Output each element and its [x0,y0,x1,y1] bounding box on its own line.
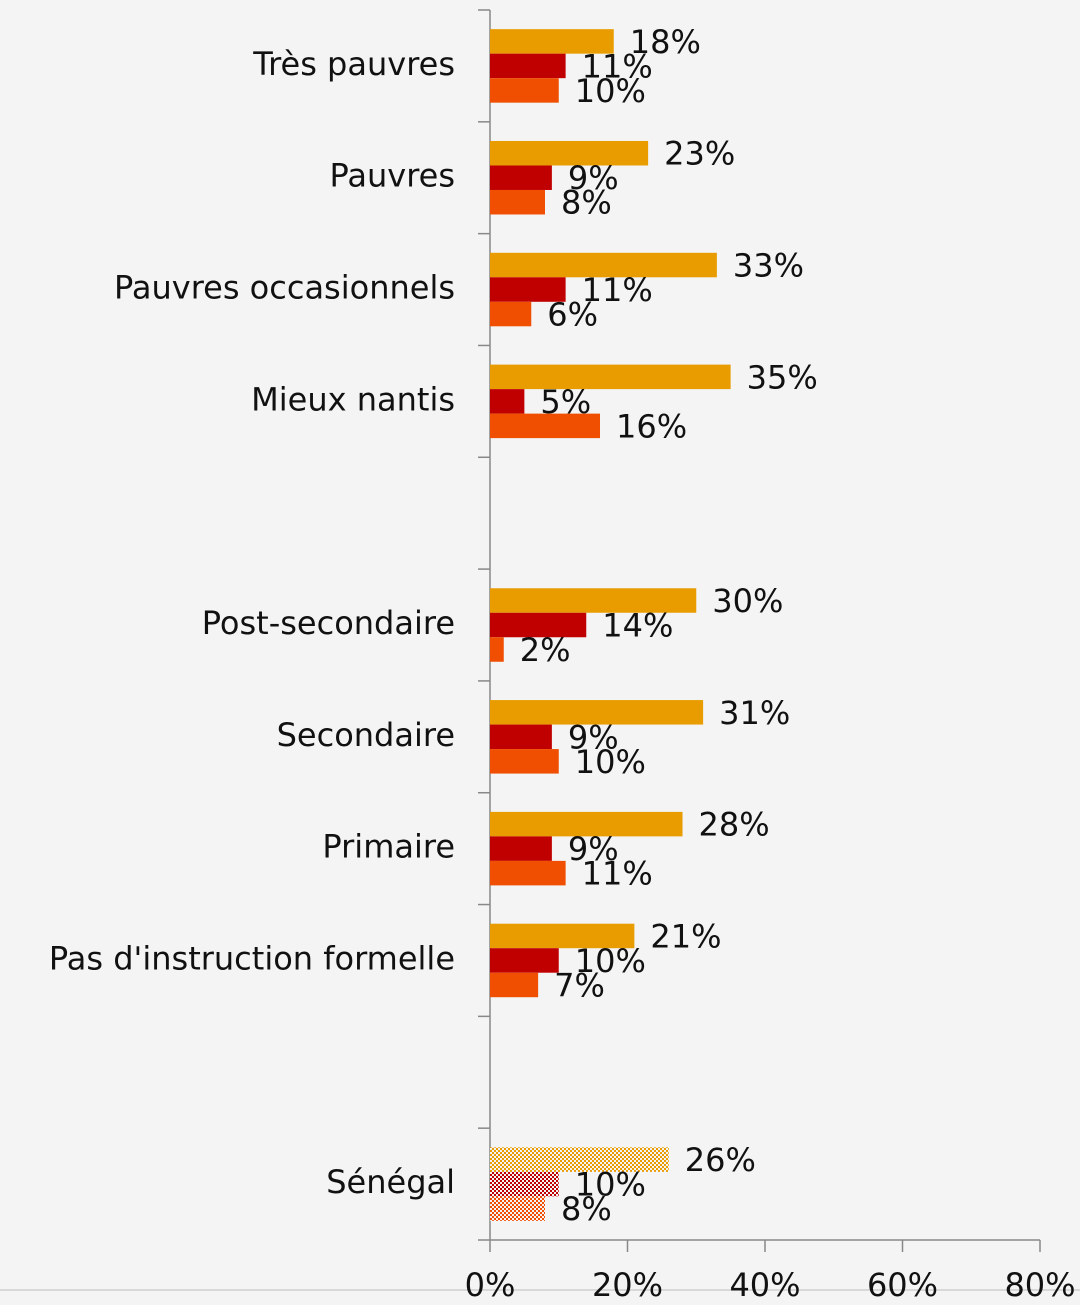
bar [490,1196,545,1221]
bar [490,29,614,54]
data-label: 10% [575,942,646,980]
bar [490,78,559,103]
bar [490,301,532,327]
data-label: 33% [733,246,804,284]
data-label: 30% [712,582,783,620]
bar [490,811,683,837]
bar [490,189,545,215]
category-label: Pauvres [330,157,456,195]
bar [490,612,587,638]
category-label: Primaire [322,828,455,866]
data-label: 14% [602,606,673,644]
bar [490,588,697,613]
category-label: Mieux nantis [251,380,455,418]
data-label: 11% [582,47,653,85]
bar [490,948,559,973]
data-label: 9% [568,830,619,868]
bar [490,1171,559,1197]
data-label: 8% [561,184,612,222]
data-label: 7% [554,966,605,1004]
category-label: Post-secondaire [202,604,455,642]
bar [490,413,600,439]
x-tick-label: 60% [867,1266,938,1304]
bar [490,637,504,662]
bar [490,972,539,998]
category-label: Très pauvres [252,45,455,83]
bar [490,53,566,79]
bar [490,860,566,886]
data-label: 9% [568,718,619,756]
data-label: 10% [575,72,646,110]
bar [490,252,717,278]
data-label: 31% [719,694,790,732]
bar [490,724,552,750]
data-label: 23% [664,135,735,173]
data-label: 6% [547,295,598,333]
data-label: 18% [630,23,701,61]
bar [490,165,552,190]
x-tick-label: 0% [465,1266,516,1304]
category-label: Pas d'instruction formelle [49,939,455,977]
data-label: 2% [520,631,571,669]
data-label: 21% [650,917,721,955]
bar [490,836,552,861]
bar [490,923,635,949]
x-tick-label: 80% [1004,1266,1075,1304]
bar [490,140,649,166]
data-label: 11% [582,271,653,309]
x-tick-label: 20% [592,1266,663,1304]
data-label: 10% [575,743,646,781]
bar [490,1147,669,1172]
bar [490,364,731,390]
data-label: 9% [568,159,619,197]
data-label: 28% [699,806,770,844]
x-tick-label: 40% [729,1266,800,1304]
category-label: Pauvres occasionnels [114,269,455,307]
category-label: Secondaire [277,716,455,754]
data-label: 10% [575,1166,646,1204]
data-label: 35% [747,358,818,396]
data-label: 11% [582,855,653,893]
data-label: 26% [685,1141,756,1179]
bar [490,389,525,414]
bar [490,277,566,302]
data-label: 8% [561,1190,612,1228]
bar [490,700,704,725]
data-label: 16% [616,407,687,445]
bar [490,749,559,774]
category-label: Sénégal [326,1163,455,1201]
